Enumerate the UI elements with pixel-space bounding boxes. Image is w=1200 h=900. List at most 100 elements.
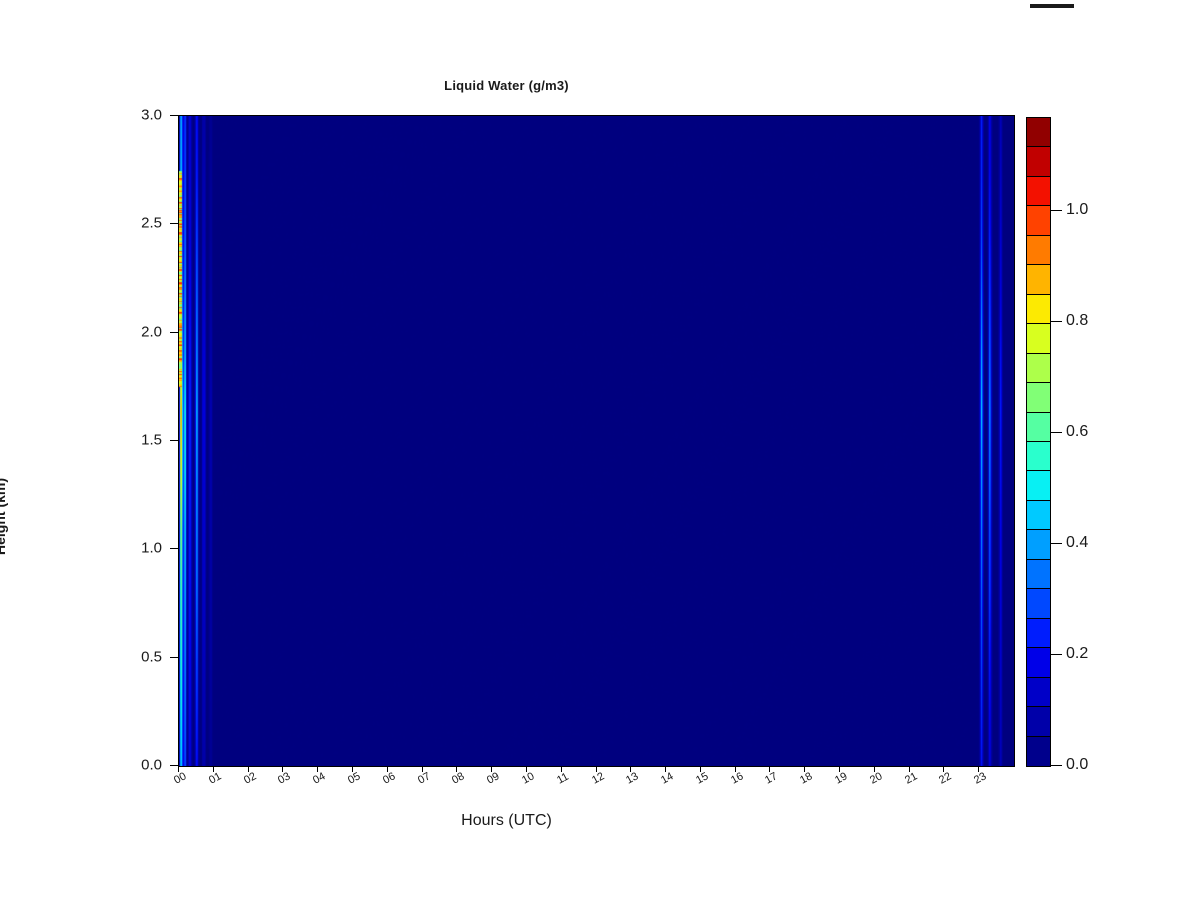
x-tick-label: 17 [763,770,780,787]
y-tick-mark [170,115,178,116]
colorbar-tick-mark [1051,543,1062,545]
colorbar-tick-mark [1051,321,1062,323]
x-tick-mark [386,766,388,772]
x-tick-mark [282,766,284,772]
colorbar-level [1027,736,1050,766]
x-tick-mark [665,766,667,772]
colorbar-tick-mark [1051,765,1062,766]
colorbar-level [1027,176,1050,207]
y-tick-mark [170,440,178,441]
x-tick-label: 01 [206,770,224,787]
colorbar-tick-mark [1051,432,1062,434]
colorbar-level [1027,559,1050,590]
colorbar-level [1027,589,1050,619]
x-tick-mark [978,766,980,772]
x-tick-label: 08 [450,770,467,787]
y-tick-mark [170,656,178,658]
x-tick-mark [699,766,701,772]
top-right-mark [1030,4,1074,8]
colorbar-level [1027,500,1050,531]
x-axis-title: Hours (UTC) [461,812,552,829]
x-tick-mark [630,766,632,772]
colorbar-level [1027,147,1050,177]
x-tick-mark [734,766,736,772]
x-tick-mark [212,766,214,772]
colorbar-tick-label: 0.0 [1066,756,1089,773]
colorbar-level [1027,294,1050,325]
x-tick-label: 09 [485,770,502,787]
colorbar-level [1027,412,1050,442]
x-tick-mark [769,766,771,772]
x-tick-label: 11 [554,770,571,787]
x-tick-mark [839,766,841,772]
x-tick-mark [804,766,806,772]
x-tick-label: 12 [589,770,606,787]
x-tick-mark [351,766,353,772]
colorbar-level [1027,707,1050,737]
colorbar-level [1027,648,1050,678]
y-tick-mark [170,223,178,225]
colorbar-level [1027,618,1050,649]
y-tick-mark [170,331,178,333]
colorbar [1026,117,1051,767]
x-tick-label: 21 [902,770,920,787]
x-tick-mark [943,766,945,772]
x-tick-label: 05 [345,770,363,787]
x-tick-label: 00 [172,770,189,787]
colorbar-level [1027,677,1050,708]
y-tick-label: 2.5 [141,214,162,232]
colorbar-level [1027,353,1050,384]
y-tick-label: 0.0 [141,756,162,774]
x-tick-label: 13 [624,770,641,787]
x-tick-label: 02 [241,770,259,787]
x-tick-label: 14 [659,770,676,787]
colorbar-level [1027,441,1050,472]
y-tick-label: 0.5 [141,648,162,666]
colorbar-tick-label: 1.0 [1066,201,1089,219]
y-tick-mark [170,548,178,550]
x-tick-label: 06 [380,770,398,787]
y-tick-label: 2.0 [141,323,162,341]
x-tick-mark [317,766,319,772]
x-tick-label: 16 [728,770,746,787]
x-tick-mark [491,766,493,772]
x-tick-mark [873,766,875,772]
x-tick-label: 10 [519,770,537,787]
x-tick-mark [525,766,527,772]
colorbar-tick-mark [1051,654,1062,656]
x-tick-mark [456,766,458,772]
x-tick-label: 22 [937,770,954,787]
colorbar-tick-label: 0.6 [1066,423,1089,441]
colorbar-tick-mark [1051,210,1062,212]
colorbar-level [1027,206,1050,236]
y-tick-label: 3.0 [141,106,162,124]
x-tick-label: 23 [972,770,989,787]
x-tick-mark [247,766,249,772]
y-axis-title: Height (km) [0,478,8,555]
x-tick-label: 07 [415,770,432,787]
y-tick-label: 1.5 [141,431,162,449]
colorbar-level [1027,383,1050,413]
colorbar-level [1027,530,1050,560]
x-tick-label: 20 [867,770,885,787]
colorbar-level [1027,235,1050,266]
x-tick-label: 15 [693,770,711,787]
colorbar-tick-label: 0.2 [1066,645,1089,663]
x-tick-label: 04 [311,770,328,787]
x-tick-mark [560,766,562,772]
x-tick-label: 19 [833,770,850,787]
x-tick-mark [178,766,179,772]
y-tick-label: 1.0 [141,539,162,557]
x-tick-mark [421,766,423,772]
colorbar-level [1027,118,1050,148]
y-tick-mark [170,765,178,766]
x-tick-label: 18 [798,770,815,787]
colorbar-tick-label: 0.8 [1066,312,1089,330]
colorbar-level [1027,324,1050,354]
x-tick-mark [908,766,910,772]
colorbar-tick-label: 0.4 [1066,534,1089,552]
x-tick-mark [595,766,597,772]
colorbar-level [1027,265,1050,295]
chart-title: Liquid Water (g/m3) [444,78,569,93]
